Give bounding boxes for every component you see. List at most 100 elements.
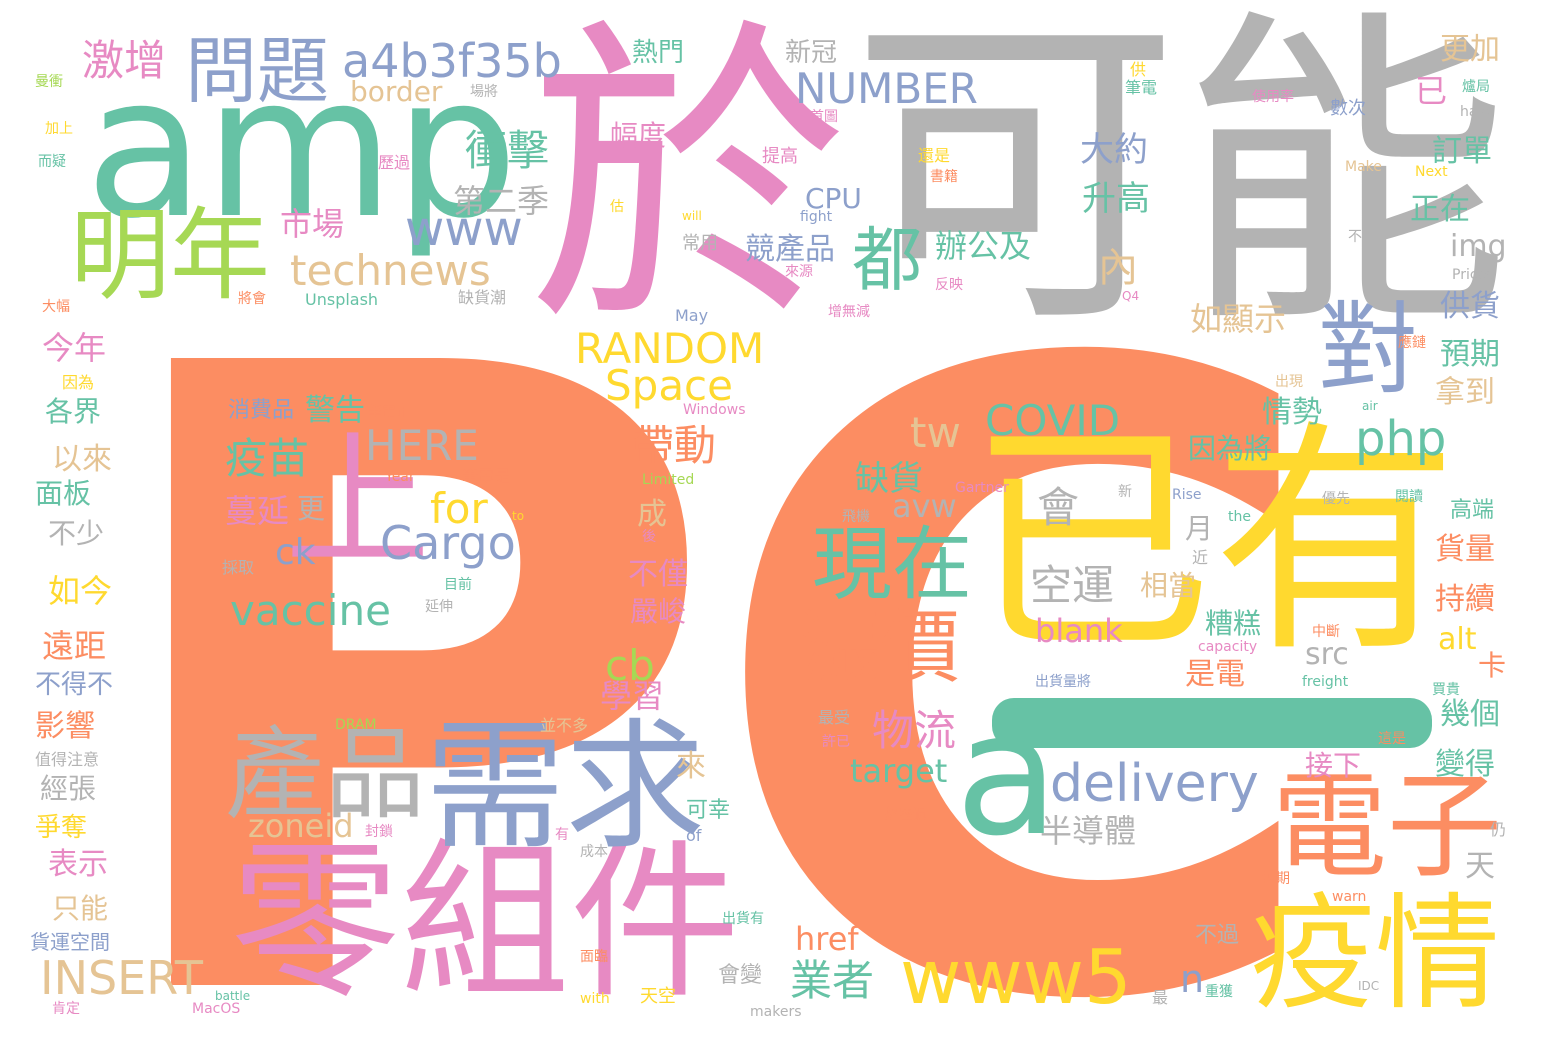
word-xiangdang: 相當 bbox=[1140, 569, 1197, 602]
word-xianzai: 現在 bbox=[812, 518, 972, 611]
word-freight: freight bbox=[1302, 674, 1349, 690]
word-prices: Prices bbox=[1452, 267, 1494, 283]
word-yi: 已 bbox=[1415, 72, 1448, 110]
word-q4: Q4 bbox=[1122, 289, 1140, 303]
word-php: php bbox=[1355, 411, 1447, 467]
word-wuliu: 物流 bbox=[872, 706, 957, 755]
word-haishi: 還是 bbox=[918, 146, 951, 165]
word-chuxian: 出現 bbox=[1275, 374, 1303, 390]
word-muqian: 目前 bbox=[444, 577, 472, 593]
word-ka: 卡 bbox=[1478, 649, 1507, 682]
word-rise: Rise bbox=[1172, 487, 1202, 503]
word-ruxianshi: 如顯示 bbox=[1190, 300, 1287, 338]
word-of: of bbox=[686, 826, 702, 845]
word-changyong: 常用 bbox=[682, 233, 718, 254]
word-a4b3f35b: a4b3f35b bbox=[342, 34, 562, 88]
word-gejie: 各界 bbox=[45, 395, 102, 428]
word-lingzujian: 零組件 bbox=[230, 824, 741, 1022]
word-delivery: delivery bbox=[1050, 754, 1259, 814]
word-may: May bbox=[675, 306, 709, 325]
word-cb: cb bbox=[605, 641, 655, 690]
word-biaoshi: 表示 bbox=[48, 847, 108, 882]
word-with: with bbox=[580, 991, 610, 1007]
word-huibian: 會變 bbox=[718, 963, 763, 988]
word-for: for bbox=[430, 484, 488, 533]
word-dafu: 大幅 bbox=[42, 299, 70, 315]
word-dierji: 第二季 bbox=[453, 182, 550, 220]
word-fengsuo: 封鎖 bbox=[365, 824, 393, 840]
word-cargo: Cargo bbox=[380, 516, 516, 570]
word-avw: avw bbox=[892, 487, 957, 525]
word-kexing: 可幸 bbox=[686, 798, 731, 823]
word-chuhuoliangjiang: 出貨量將 bbox=[1035, 674, 1091, 690]
word-href: href bbox=[795, 920, 859, 958]
word-bandaoti: 半導體 bbox=[1040, 812, 1137, 850]
word-border: border bbox=[350, 75, 443, 108]
word-duanqi: 短期 bbox=[1262, 871, 1290, 887]
word-zoneid: zoneid bbox=[248, 807, 354, 845]
word-windows: Windows bbox=[683, 402, 746, 418]
word-shiyonglv: 使用率 bbox=[1252, 89, 1294, 105]
word-jiashang: 加上 bbox=[45, 121, 73, 137]
word-yezhe: 業者 bbox=[790, 956, 875, 1005]
word-lai: 來 bbox=[676, 749, 706, 784]
word-zhengduo: 爭奪 bbox=[35, 813, 88, 843]
word-eryi: 而疑 bbox=[38, 154, 66, 170]
word-makers: makers bbox=[750, 1004, 802, 1020]
word-bidianshi2: 筆電市 bbox=[368, 404, 410, 420]
word-huoyunkongjian: 貨運空間 bbox=[30, 930, 110, 954]
word-nei: 內 bbox=[1098, 245, 1138, 291]
word-warn: warn bbox=[1332, 889, 1367, 905]
word-feiji: 飛機 bbox=[842, 509, 870, 525]
word-reng: 仍 bbox=[1490, 820, 1507, 839]
word-dou: 都 bbox=[852, 219, 922, 301]
word-fudu: 幅度 bbox=[610, 119, 667, 152]
word-zuishou: 最受 bbox=[818, 708, 851, 727]
word-wenti: 問題 bbox=[185, 29, 330, 113]
word-mingnian: 明年 bbox=[70, 197, 270, 314]
word-xuexi: 學習 bbox=[600, 677, 665, 715]
word-yinweijiang: 因為將 bbox=[1188, 432, 1273, 465]
word-quehuochao: 缺貨潮 bbox=[458, 288, 507, 307]
word-random: RANDOM bbox=[575, 324, 765, 373]
word-covid: COVID bbox=[985, 396, 1121, 445]
word-gong: 供 bbox=[1130, 60, 1147, 79]
word-zengwujian: 增無減 bbox=[828, 304, 870, 320]
word-vaccine: vaccine bbox=[230, 586, 391, 635]
word-xinguan: 新冠 bbox=[785, 38, 838, 68]
word-gaoduan: 高端 bbox=[1450, 498, 1495, 523]
word-maigui: 買貴 bbox=[1432, 682, 1460, 698]
word-geng: 更 bbox=[297, 492, 326, 525]
word-tigao: 提高 bbox=[762, 146, 798, 167]
word-number: NUMBER bbox=[795, 64, 978, 113]
word-rujin: 如今 bbox=[48, 572, 113, 610]
word-img: img bbox=[1450, 229, 1507, 264]
word-to: to bbox=[512, 509, 525, 523]
word-kending: 肯定 bbox=[52, 1001, 80, 1017]
word-hui: 會 bbox=[1037, 483, 1080, 532]
word-dianzi: 電子 bbox=[1272, 760, 1503, 894]
word-pc: PC bbox=[92, 187, 1333, 1052]
word-here: HERE bbox=[365, 421, 479, 470]
word-xuqiu: 需求 bbox=[425, 706, 706, 869]
word-src: src bbox=[1305, 637, 1349, 672]
word-keneng: 可能 bbox=[850, 0, 1510, 367]
word-jige: 幾個 bbox=[1440, 697, 1500, 732]
word-you: 有 bbox=[555, 827, 569, 843]
word-the: the bbox=[1228, 509, 1251, 525]
word-jizeng: 激增 bbox=[82, 36, 167, 85]
word-zhonghuo: 重獲 bbox=[1205, 984, 1233, 1000]
word-target: target bbox=[850, 752, 948, 790]
word-fanying: 反映 bbox=[935, 277, 963, 293]
word-dram: DRAM bbox=[335, 717, 377, 733]
word-will: will bbox=[682, 209, 702, 223]
word-limited: Limited bbox=[642, 472, 695, 488]
word-bidian: 筆電 bbox=[1125, 78, 1158, 97]
word-nadao: 拿到 bbox=[1435, 375, 1495, 410]
word-manchong: 曼衝 bbox=[35, 74, 63, 90]
word-shenggao: 升高 bbox=[1082, 179, 1150, 219]
word-zhidezhuyi: 值得注意 bbox=[35, 750, 100, 769]
word-quehuo: 缺貨 bbox=[855, 459, 923, 499]
word-next: Next bbox=[1415, 164, 1448, 180]
word-battle: battle bbox=[215, 989, 251, 1003]
